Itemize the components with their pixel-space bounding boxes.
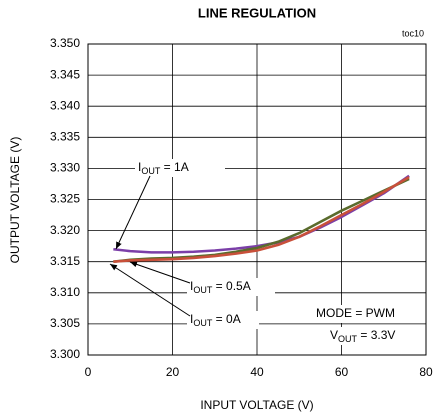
- annotation-main: MODE = PWM: [316, 306, 395, 320]
- y-tick-label: 3.315: [50, 254, 80, 268]
- x-tick-label: 20: [166, 365, 180, 379]
- y-tick-label: 3.345: [50, 67, 80, 81]
- y-tick-label: 3.325: [50, 192, 80, 206]
- annotation: VOUT = 3.3V: [330, 328, 395, 344]
- chart-title: LINE REGULATION: [198, 5, 316, 20]
- annotation-rest: = 3.3V: [357, 328, 395, 342]
- y-tick-label: 3.305: [50, 316, 80, 330]
- annotation-rest: = 0.5A: [212, 279, 250, 293]
- annotation-rest: = 1A: [160, 160, 188, 174]
- x-tick-label: 40: [250, 365, 264, 379]
- annotation: IOUT = 0A: [190, 312, 241, 328]
- y-tick-label: 3.350: [50, 36, 80, 50]
- y-tick-label: 3.310: [50, 285, 80, 299]
- annotation-arrow: [115, 175, 151, 250]
- annotation-main: I: [138, 160, 141, 174]
- annotation-arrow: [129, 261, 191, 284]
- annotation-bg: [313, 305, 417, 323]
- y-axis-label: OUTPUT VOLTAGE (V): [8, 137, 22, 264]
- annotation-main: I: [190, 312, 193, 326]
- annotation-sub: OUT: [193, 318, 213, 328]
- figure-id: toc10: [402, 28, 424, 38]
- annotation-rest: = 0A: [212, 312, 240, 326]
- data-line: [113, 174, 410, 254]
- annotation-bg: [327, 327, 417, 345]
- annotation-bg: [187, 311, 259, 329]
- x-axis-label: INPUT VOLTAGE (V): [200, 398, 313, 412]
- annotation: MODE = PWM: [316, 306, 395, 320]
- y-tick-label: 3.330: [50, 161, 80, 175]
- y-tick-label: 3.300: [50, 347, 80, 361]
- annotation-main: V: [330, 328, 338, 342]
- annotation: IOUT = 0.5A: [190, 279, 251, 295]
- annotation-sub: OUT: [141, 166, 161, 176]
- annotation-bg: [187, 278, 275, 296]
- y-tick-label: 3.335: [50, 129, 80, 143]
- annotation-main: I: [190, 279, 193, 293]
- data-line: [113, 175, 410, 263]
- plot-frame: [87, 43, 427, 356]
- annotation-bg: [135, 159, 225, 177]
- y-tick-label: 3.320: [50, 223, 80, 237]
- x-tick-label: 0: [85, 365, 92, 379]
- annotation: IOUT = 1A: [138, 160, 189, 176]
- annotation-arrow: [109, 263, 191, 317]
- x-tick-label: 60: [335, 365, 349, 379]
- annotation-sub: OUT: [193, 285, 213, 295]
- annotation-sub: OUT: [338, 334, 358, 344]
- y-tick-label: 3.340: [50, 98, 80, 112]
- x-tick-label: 80: [419, 365, 433, 379]
